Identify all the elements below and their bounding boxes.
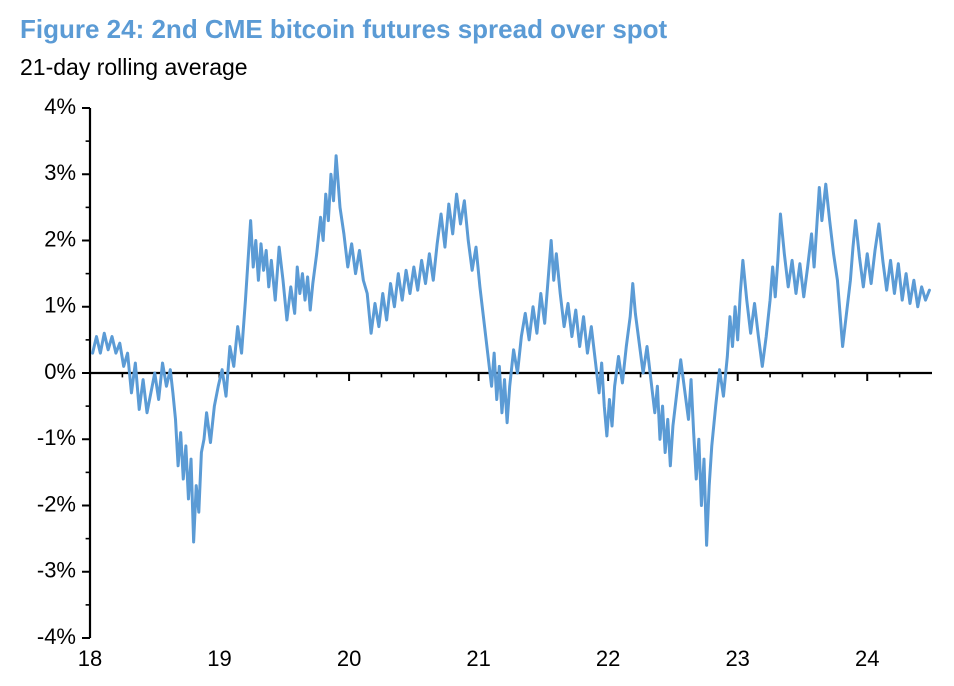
x-axis-label: 19 <box>207 646 231 671</box>
figure-container: Figure 24: 2nd CME bitcoin futures sprea… <box>0 0 954 686</box>
line-chart: -4% -3% -2% -1% 0% 1% 2% 3% 4% 18 19 20 21 22 23 24 <box>0 0 954 686</box>
y-axis-label: 4% <box>44 94 76 119</box>
x-axis-label: 21 <box>466 646 490 671</box>
y-axis-label: 2% <box>44 226 76 251</box>
y-axis-label: -4% <box>37 624 76 649</box>
x-axis-label: 24 <box>855 646 879 671</box>
y-axis-label: 1% <box>44 293 76 318</box>
spread-line <box>93 156 930 546</box>
x-axis-label: 20 <box>337 646 361 671</box>
y-axis-label: -1% <box>37 425 76 450</box>
x-axis-label: 18 <box>78 646 102 671</box>
x-axis-label: 22 <box>596 646 620 671</box>
x-axis-label: 23 <box>725 646 749 671</box>
y-axis-label: 3% <box>44 160 76 185</box>
y-axis-label: -3% <box>37 558 76 583</box>
y-axis-label: -2% <box>37 491 76 516</box>
y-axis-label: 0% <box>44 359 76 384</box>
